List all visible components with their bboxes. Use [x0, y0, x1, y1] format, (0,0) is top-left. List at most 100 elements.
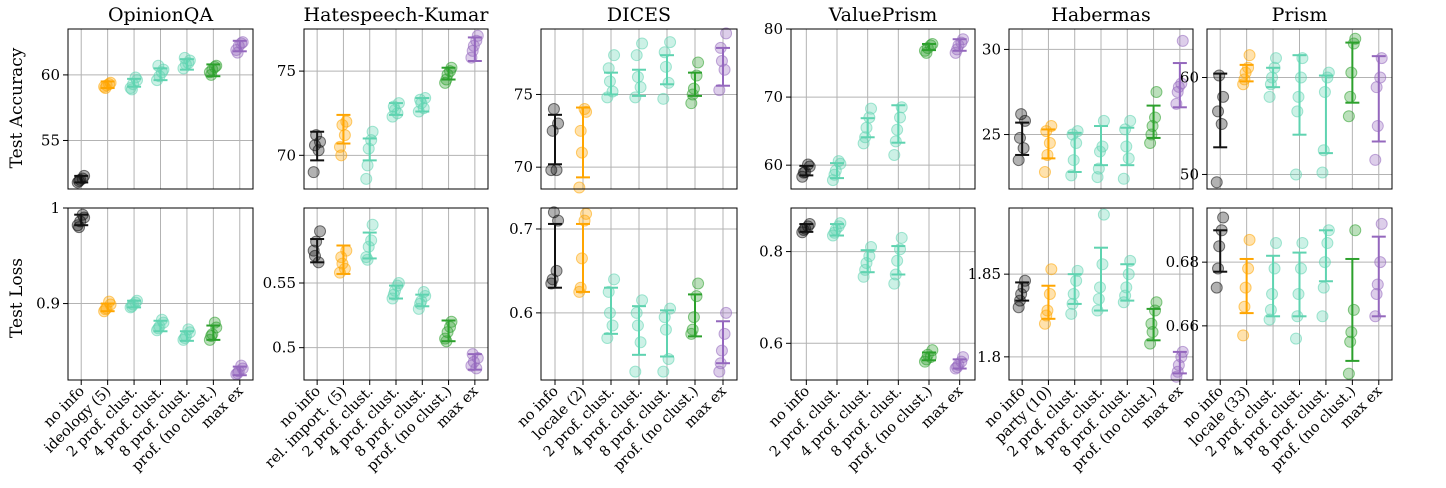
data-point: [685, 97, 698, 110]
data-point: [894, 111, 907, 124]
data-point: [1013, 131, 1026, 144]
y-tick-label: 1.8: [977, 348, 1001, 366]
row-label-loss: Test Loss: [7, 258, 27, 338]
data-point: [1292, 90, 1305, 103]
data-point: [951, 43, 964, 56]
data-point: [1017, 142, 1030, 155]
data-point: [1243, 233, 1256, 246]
data-point: [1264, 303, 1277, 316]
data-point: [720, 27, 733, 40]
data-point: [1349, 224, 1362, 237]
data-point: [1213, 69, 1226, 82]
data-point: [1318, 86, 1331, 99]
data-point: [1345, 326, 1358, 339]
data-point: [1212, 105, 1225, 118]
data-point: [1045, 263, 1058, 276]
data-point: [1238, 73, 1251, 86]
data-point: [310, 235, 323, 248]
data-point: [658, 311, 671, 324]
data-point: [73, 175, 86, 188]
data-point: [686, 88, 699, 101]
data-point: [155, 66, 168, 79]
data-point: [662, 353, 675, 366]
data-point: [859, 263, 872, 276]
data-point: [1290, 332, 1303, 345]
data-point: [1093, 281, 1106, 294]
data-point: [1038, 165, 1051, 178]
data-point: [1096, 258, 1109, 271]
data-point: [361, 159, 374, 172]
data-point: [1213, 240, 1226, 253]
data-point: [307, 166, 320, 179]
data-point: [1210, 281, 1223, 294]
y-tick-label: 75: [514, 85, 533, 103]
data-point: [608, 49, 621, 62]
data-point: [636, 294, 649, 307]
axes-frame: [790, 28, 976, 190]
data-point: [636, 37, 649, 50]
panel-title: ValuePrism: [828, 4, 938, 26]
data-point: [888, 277, 901, 290]
data-point: [1296, 237, 1309, 250]
data-point: [338, 262, 351, 275]
data-point: [1318, 256, 1331, 269]
y-tick-label: 70: [514, 158, 533, 176]
y-tick-label: 50: [1180, 165, 1199, 183]
data-point: [608, 273, 621, 286]
data-point: [1175, 350, 1188, 363]
data-point: [366, 218, 379, 231]
data-point: [414, 93, 427, 106]
data-point: [466, 44, 479, 57]
data-point: [1239, 281, 1252, 294]
data-point: [578, 103, 591, 115]
axes-frame: [1206, 28, 1393, 190]
row-label-accuracy: Test Accuracy: [7, 47, 27, 168]
data-point: [1290, 168, 1303, 181]
data-point: [690, 290, 703, 303]
data-point: [1217, 211, 1230, 224]
data-point: [657, 92, 670, 105]
panel-title: Habermas: [1051, 4, 1150, 26]
data-point: [713, 84, 726, 97]
data-point: [1065, 307, 1078, 320]
data-point: [1370, 81, 1383, 94]
data-point: [360, 172, 373, 185]
data-point: [1215, 118, 1228, 131]
y-tick-label: 1: [50, 199, 60, 217]
data-point: [231, 46, 244, 59]
y-tick-label: 1.85: [968, 265, 1001, 283]
data-point: [1316, 310, 1329, 323]
y-tick-label: 0.68: [1166, 253, 1199, 271]
data-point: [1040, 125, 1053, 138]
data-point: [1122, 152, 1135, 165]
y-tick-label: 75: [277, 62, 296, 80]
data-point: [891, 123, 904, 136]
data-point: [414, 297, 427, 310]
y-tick-label: 55: [41, 131, 60, 149]
data-point: [125, 83, 138, 96]
data-point: [631, 319, 644, 332]
data-point: [601, 332, 614, 345]
data-point: [630, 49, 643, 62]
data-point: [362, 240, 375, 253]
data-point: [1017, 281, 1030, 294]
data-point: [1120, 140, 1133, 153]
data-point: [692, 277, 705, 290]
data-point: [1012, 154, 1025, 167]
data-point: [1145, 317, 1158, 330]
data-point: [1342, 110, 1355, 123]
data-point: [828, 226, 841, 239]
axes-frame: [1008, 28, 1194, 190]
data-point: [547, 206, 560, 219]
data-point: [547, 103, 560, 115]
data-point: [1370, 288, 1383, 300]
data-point: [1374, 256, 1387, 269]
data-point: [603, 75, 616, 88]
panel-title: Hatespeech-Kumar: [304, 4, 490, 26]
data-point: [1092, 292, 1105, 305]
data-point: [1291, 105, 1304, 118]
data-point: [573, 181, 586, 194]
